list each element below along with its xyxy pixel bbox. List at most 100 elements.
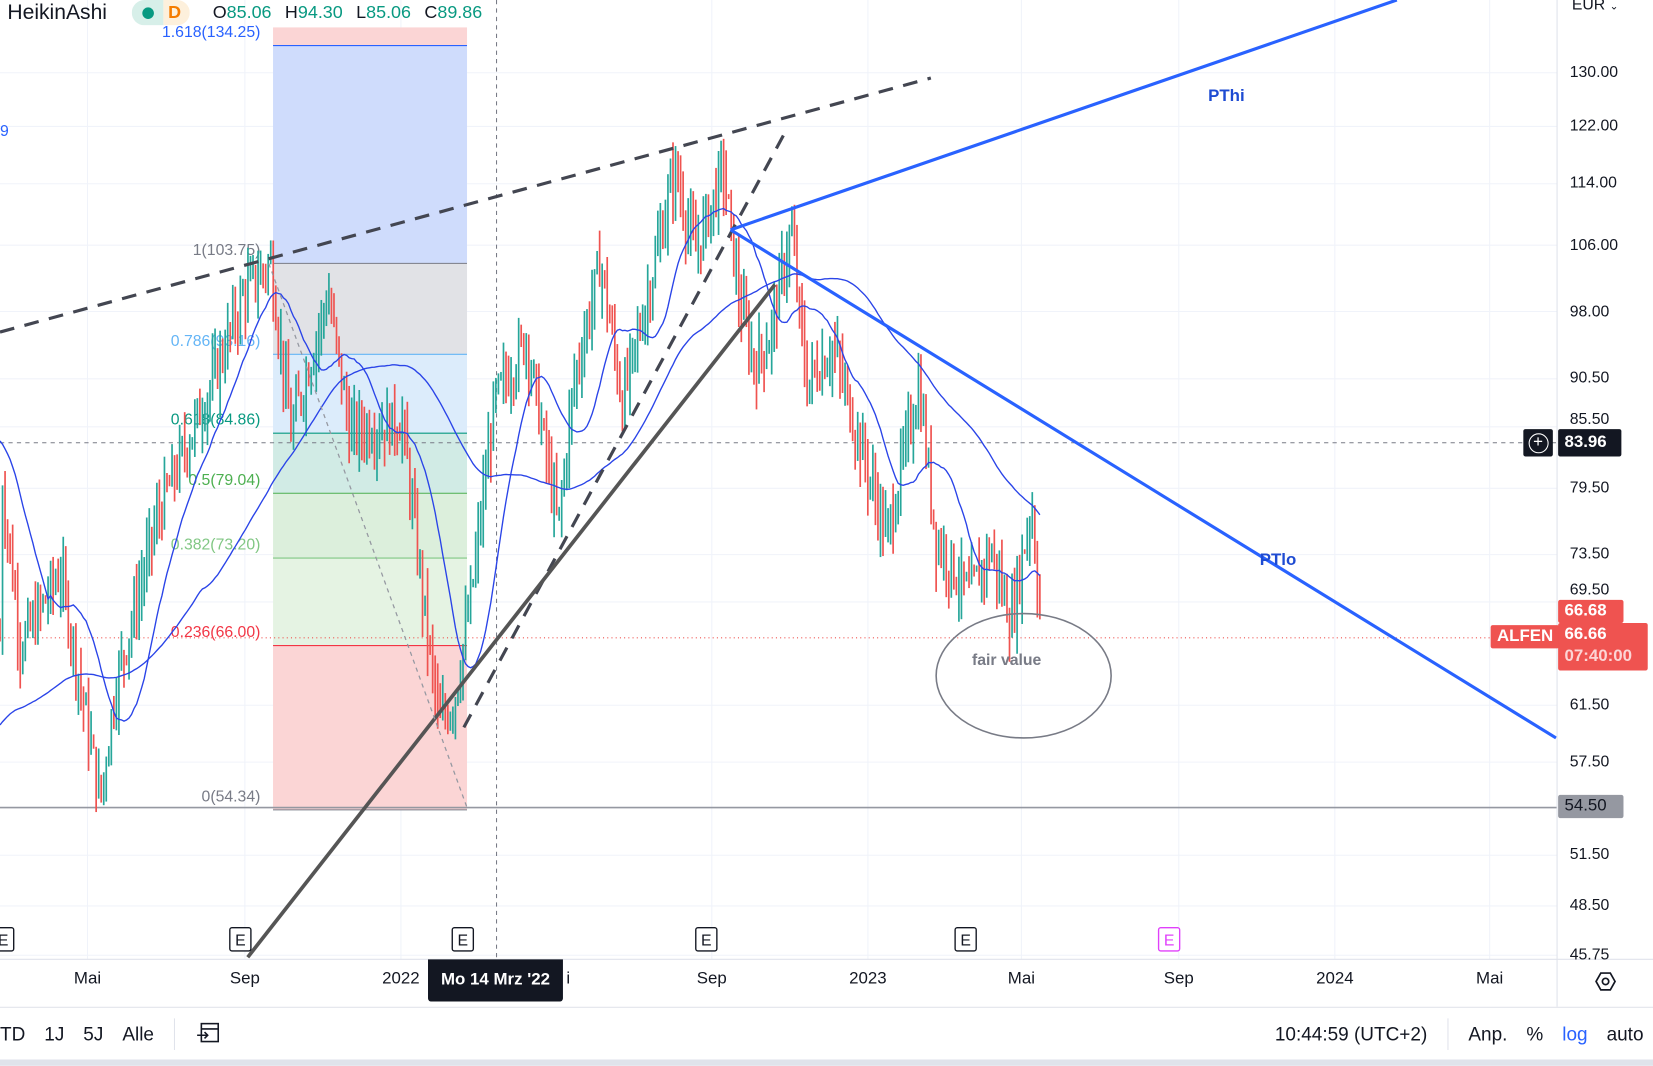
bottom-strip [0, 1059, 1653, 1066]
interval-badge[interactable]: D [163, 0, 190, 26]
legend-header: HeikinAshi D O85.06 H94.30 L85.06 C89.86 [0, 0, 483, 26]
price-tick: 98.00 [1569, 302, 1610, 320]
fib-zone [273, 45, 468, 264]
market-status-icon [132, 0, 164, 26]
pthi-line[interactable] [730, 0, 1398, 232]
settings-button[interactable] [1590, 968, 1622, 995]
upper-dashed-trendline[interactable] [0, 76, 932, 334]
earnings-marker[interactable] [1157, 927, 1181, 952]
calendar-goto-icon [197, 1022, 220, 1042]
fibonacci-retracement[interactable]: 1.618(134.25)1(103.75)0.786(93.16)0.618(… [162, 24, 468, 811]
earnings-marker-label: E [0, 933, 8, 950]
time-tick-hidden: i [566, 969, 571, 988]
price-tick: 106.00 [1569, 235, 1619, 254]
earnings-marker[interactable] [451, 927, 475, 952]
fair-value-label: fair value [972, 652, 1042, 669]
price-tick: 61.50 [1569, 695, 1610, 714]
go-to-date-button[interactable] [186, 1019, 232, 1050]
status-pill: D [132, 0, 190, 26]
close-value: 89.86 [437, 2, 483, 23]
price-bars [0, 138, 1041, 813]
left-indicator-value: 9 [0, 123, 9, 140]
open-label: O [212, 2, 227, 23]
crosshair-price-label: 83.96 [1558, 429, 1622, 457]
time-tick: Mai [73, 969, 102, 988]
close-label: C [424, 2, 438, 23]
gear-icon [1595, 972, 1617, 991]
adjust-toggle[interactable]: Anp. [1468, 1023, 1508, 1045]
plus-circle-icon: + [1528, 432, 1549, 453]
earnings-marker-label: E [701, 933, 712, 950]
fib-level-label: 0.5(79.04) [188, 472, 260, 489]
price-tick: 57.50 [1569, 752, 1610, 771]
earnings-marker[interactable] [0, 927, 15, 952]
price-tick: 130.00 [1569, 63, 1619, 82]
fib-zone [273, 558, 468, 646]
earnings-marker[interactable] [954, 927, 977, 952]
fib-level-label: 1(103.75) [193, 242, 261, 259]
fib-level-label: 1.618(134.25) [162, 24, 260, 41]
price-tick: 51.50 [1569, 845, 1610, 864]
pthi-label: PThi [1208, 86, 1245, 105]
earnings-markers: EEEEEE [0, 927, 1181, 952]
support-trendline[interactable] [246, 283, 777, 959]
chevron-down-icon: ⌄ [1609, 1, 1619, 13]
range-all[interactable]: Alle [122, 1023, 154, 1045]
level-price-label: 54.50 [1558, 794, 1624, 819]
last-high-label: 66.68 [1558, 599, 1624, 624]
divider [173, 1018, 176, 1050]
chart-type-label[interactable]: HeikinAshi [7, 0, 107, 24]
symbol-label: ALFEN [1490, 625, 1560, 649]
low-value: 85.06 [366, 2, 411, 23]
fib-level-label: 0.618(84.86) [171, 412, 261, 429]
last-price-value: 66.66 [1564, 625, 1607, 644]
currency-label: EUR [1571, 0, 1606, 14]
fib-zone [273, 263, 468, 355]
time-tick: 2024 [1316, 969, 1354, 988]
low-label: L [356, 2, 367, 23]
time-tick: Mai [1007, 969, 1035, 988]
ohlc-values: O85.06 H94.30 L85.06 C89.86 [204, 2, 483, 23]
percent-toggle[interactable]: % [1526, 1023, 1544, 1045]
fib-zone [273, 27, 468, 46]
range-5y[interactable]: 5J [83, 1023, 104, 1045]
range-ytd[interactable]: TD [0, 1023, 26, 1045]
bar-countdown: 07:40:00 [1564, 647, 1632, 666]
price-tick: 69.50 [1569, 580, 1610, 599]
last-price-label: 66.66 07:40:00 [1558, 623, 1648, 671]
fib-trend-diagonal [268, 263, 468, 808]
time-tick: Sep [229, 969, 260, 988]
time-tick: 2023 [849, 969, 887, 988]
price-tick: 85.50 [1569, 410, 1610, 429]
earnings-marker-label: E [960, 933, 971, 950]
price-tick: 122.00 [1569, 116, 1619, 135]
price-tick: 45.75 [1569, 945, 1610, 964]
price-tick: 114.00 [1569, 174, 1617, 193]
log-toggle[interactable]: log [1562, 1023, 1588, 1045]
auto-toggle[interactable]: auto [1606, 1023, 1644, 1045]
time-tick: 2022 [382, 969, 420, 988]
add-alert-button[interactable]: + [1523, 429, 1553, 457]
currency-selector[interactable]: EUR ⌄ [1572, 0, 1619, 16]
fib-level-label: 0.236(66.00) [171, 624, 261, 641]
ptlo-line[interactable] [729, 228, 1557, 740]
ptlo-label: PTlo [1260, 550, 1297, 569]
time-tick: Sep [696, 969, 727, 988]
earnings-marker-label: E [235, 933, 246, 950]
earnings-marker-label: E [458, 933, 469, 950]
range-1y[interactable]: 1J [44, 1023, 65, 1045]
fair-value-ellipse[interactable] [935, 612, 1112, 739]
crosshair-date-label: Mo 14 Mrz '22 [428, 959, 563, 1002]
moving-average-short [0, 207, 1041, 722]
clock-timezone[interactable]: 10:44:59 (UTC+2) [1274, 1023, 1428, 1045]
fib-zone [273, 493, 468, 559]
fib-level-label: 0.382(73.20) [171, 537, 261, 554]
earnings-marker[interactable] [229, 927, 252, 952]
bottom-toolbar: TD 1J 5J Alle 10:44:59 (UTC+2) Anp. % lo… [0, 1006, 1653, 1061]
high-label: H [284, 2, 298, 23]
divider [1447, 1018, 1449, 1050]
earnings-marker[interactable] [695, 927, 718, 952]
earnings-marker-label: E [1164, 933, 1175, 950]
